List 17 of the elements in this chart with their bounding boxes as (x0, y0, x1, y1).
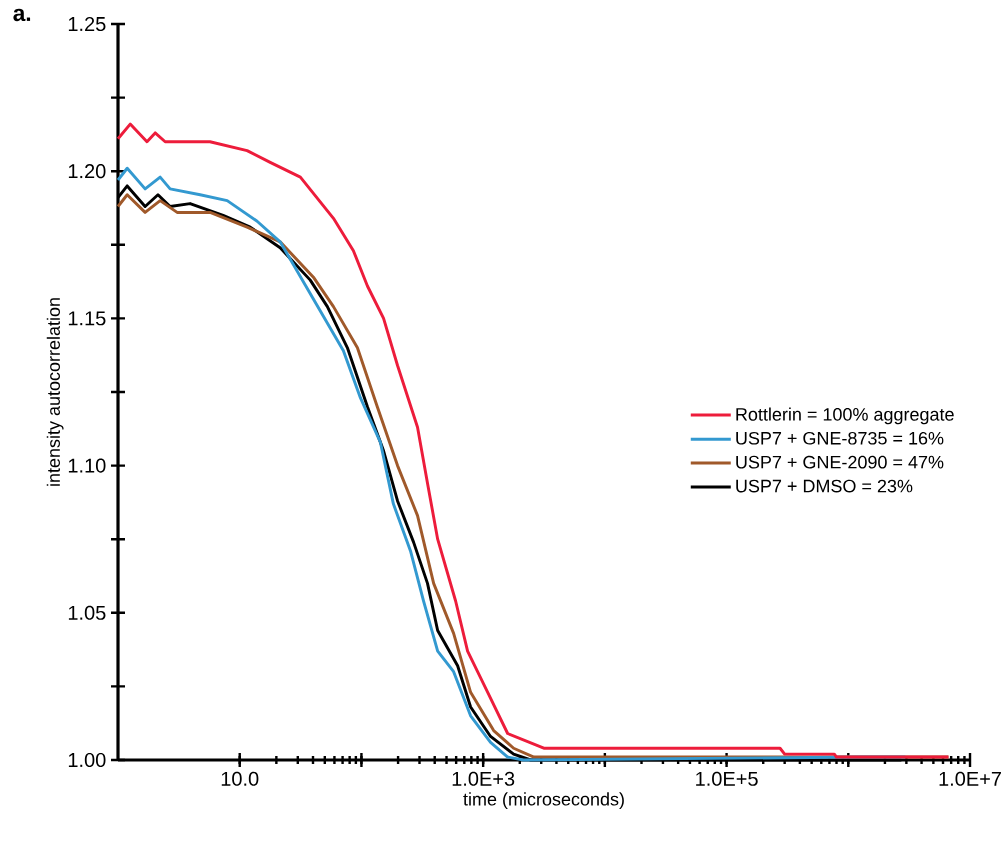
x-tick-label: 1.0E+5 (696, 771, 758, 786)
x-tick-label: 1.0E+3 (452, 771, 515, 786)
y-tick-label: 1.20 (68, 164, 106, 179)
y-axis-title: intensity autocorrelation (46, 298, 64, 486)
x-tick-label: 1.0E+7 (939, 771, 1001, 786)
legend-label: Rottlerin = 100% aggregate (736, 407, 954, 425)
y-tick-label: 1.05 (68, 605, 106, 620)
text: a. (13, 8, 31, 22)
y-tick-label: 1.00 (68, 752, 106, 768)
x-tick-label: 10.0 (221, 771, 259, 786)
x-axis-title: time (microseconds) (463, 792, 624, 810)
y-tick-label: 1.15 (68, 311, 106, 326)
y-tick-label: 1.25 (68, 16, 106, 32)
legend-label: USP7 + DMSO = 23% (736, 479, 913, 493)
y-tick-label: 1.10 (68, 458, 106, 473)
legend-label: USP7 + GNE-8735 = 16% (736, 431, 944, 445)
legend-label: USP7 + GNE-2090 = 47% (736, 455, 944, 469)
